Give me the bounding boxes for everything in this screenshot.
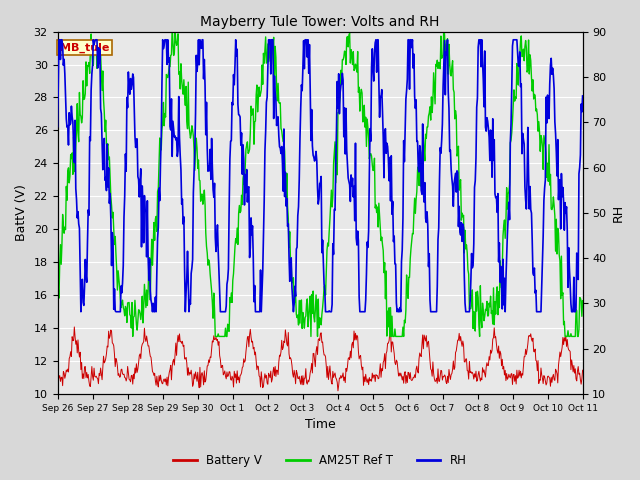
Y-axis label: RH: RH — [612, 204, 625, 222]
X-axis label: Time: Time — [305, 419, 335, 432]
Title: Mayberry Tule Tower: Volts and RH: Mayberry Tule Tower: Volts and RH — [200, 15, 440, 29]
Text: MB_tule: MB_tule — [60, 42, 109, 53]
Y-axis label: BattV (V): BattV (V) — [15, 184, 28, 241]
Legend: Battery V, AM25T Ref T, RH: Battery V, AM25T Ref T, RH — [169, 449, 471, 472]
